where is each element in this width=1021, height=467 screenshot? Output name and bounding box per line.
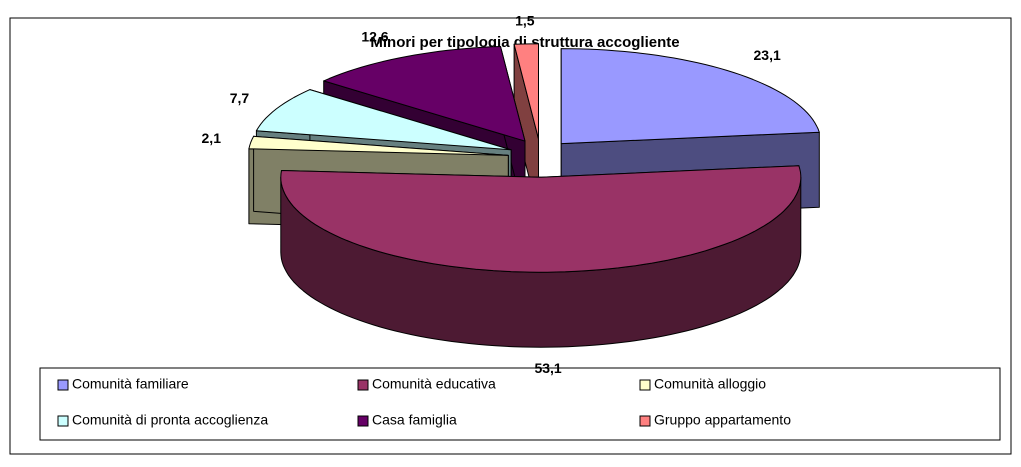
legend-swatch [639,379,651,391]
legend-swatch [57,379,69,391]
value-label: 1,5 [515,13,535,29]
legend-label: Comunità di pronta accoglienza [72,412,268,428]
legend-swatch [357,379,369,391]
legend-swatch [357,415,369,427]
slice [280,165,802,273]
legend-label: Gruppo appartamento [654,412,791,428]
legend-swatch [57,415,69,427]
slice [560,48,820,145]
value-label: 23,1 [754,47,781,63]
slice [248,135,509,156]
value-label: 7,7 [230,90,250,106]
legend-box [39,367,1001,441]
legend-label: Casa famiglia [372,412,457,428]
value-label: 12,6 [361,29,388,45]
slice [323,46,526,142]
legend-swatch [639,415,651,427]
value-label: 53,1 [534,360,561,376]
legend-label: Comunità alloggio [654,376,766,392]
slice [255,89,512,151]
value-label: 2,1 [202,130,222,146]
slice [513,43,539,140]
legend-label: Comunità familiare [72,376,189,392]
legend-label: Comunità educativa [372,376,496,392]
chart-title: Minori per tipologia di struttura accogl… [370,34,679,51]
